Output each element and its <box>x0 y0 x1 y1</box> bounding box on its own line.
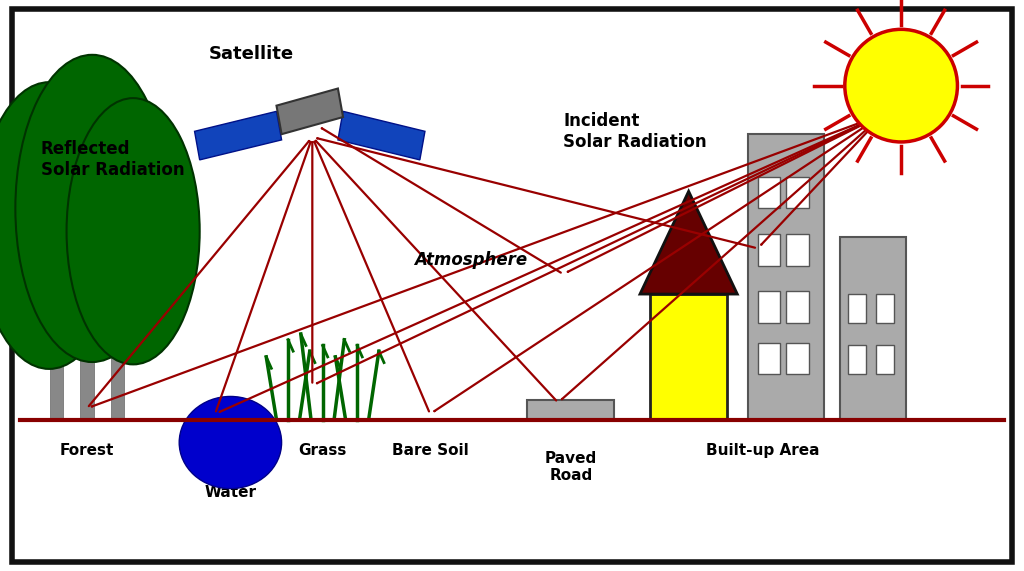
Text: Bare Soil: Bare Soil <box>392 443 468 457</box>
Bar <box>848 345 866 374</box>
Bar <box>758 234 780 266</box>
Bar <box>876 294 894 323</box>
Bar <box>650 294 727 420</box>
Polygon shape <box>195 111 282 160</box>
Bar <box>758 291 780 323</box>
Ellipse shape <box>179 396 282 489</box>
Bar <box>840 237 906 420</box>
Text: Grass: Grass <box>298 443 347 457</box>
Bar <box>527 400 614 420</box>
Text: Water: Water <box>205 485 256 500</box>
Text: Built-up Area: Built-up Area <box>707 443 819 457</box>
Bar <box>80 305 94 420</box>
Bar <box>758 343 780 374</box>
Bar <box>786 291 809 323</box>
Text: Reflected
Solar Radiation: Reflected Solar Radiation <box>41 140 184 179</box>
Bar <box>848 294 866 323</box>
Bar <box>748 134 824 420</box>
Bar <box>876 345 894 374</box>
Bar <box>786 234 809 266</box>
Bar <box>786 343 809 374</box>
Ellipse shape <box>845 29 957 142</box>
Polygon shape <box>276 89 343 134</box>
Polygon shape <box>640 191 737 294</box>
Ellipse shape <box>67 98 200 364</box>
Bar <box>758 177 780 208</box>
Text: Incident
Solar Radiation: Incident Solar Radiation <box>563 112 707 151</box>
Ellipse shape <box>0 82 121 369</box>
Text: Paved
Road: Paved Road <box>545 451 597 484</box>
Ellipse shape <box>15 55 169 362</box>
Bar <box>111 305 125 420</box>
Text: Atmosphere: Atmosphere <box>415 251 527 269</box>
Polygon shape <box>338 111 425 160</box>
Bar <box>786 177 809 208</box>
Bar <box>49 305 63 420</box>
Text: Forest: Forest <box>59 443 115 457</box>
Text: Satellite: Satellite <box>208 45 294 63</box>
